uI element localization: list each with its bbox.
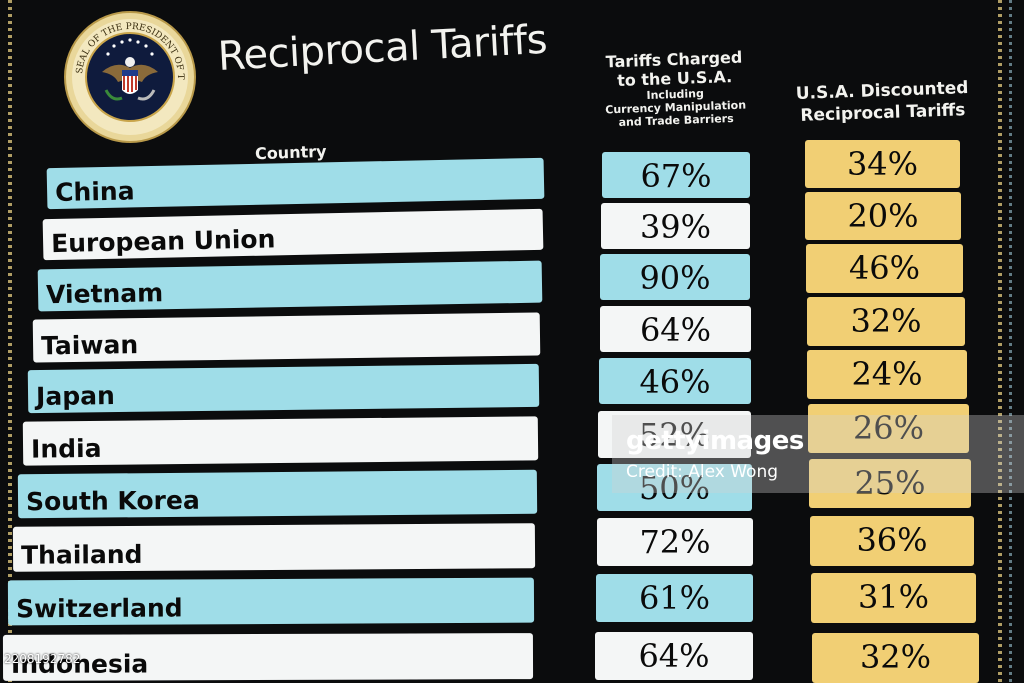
country-name: China xyxy=(54,176,135,208)
charged-tariff-cell: 64% xyxy=(595,632,753,680)
country-row: European Union xyxy=(42,208,544,261)
charged-tariff-cell: 61% xyxy=(596,574,753,622)
reciprocal-tariff-cell: 32% xyxy=(807,297,965,346)
country-name: Vietnam xyxy=(45,278,164,310)
dotted-border-right xyxy=(998,0,1002,683)
country-name: Switzerland xyxy=(15,593,183,624)
charged-column-header: Tariffs Charged to the U.S.A. Including … xyxy=(593,47,758,130)
reciprocal-column-header: U.S.A. Discounted Reciprocal Tariffs xyxy=(784,77,980,128)
dotted-border-left xyxy=(8,0,12,683)
reciprocal-tariff-cell: 32% xyxy=(812,633,979,683)
reciprocal-tariff-cell: 34% xyxy=(805,140,960,188)
dotted-border-right-inner xyxy=(1009,0,1012,683)
country-row: Thailand xyxy=(12,523,536,572)
image-id-label: 2208192782 xyxy=(4,652,81,666)
country-name: Japan xyxy=(35,381,116,412)
reciprocal-tariff-cell: 31% xyxy=(811,573,976,623)
watermark-credit: Credit: Alex Wong xyxy=(626,462,779,482)
reciprocal-tariff-cell: 46% xyxy=(806,244,963,293)
charged-tariff-cell: 64% xyxy=(600,306,751,352)
presidential-seal-icon: SEAL OF THE PRESIDENT OF THE UNITED STAT… xyxy=(62,10,196,143)
country-row: China xyxy=(46,157,545,210)
country-row: Taiwan xyxy=(32,312,541,363)
country-row: Vietnam xyxy=(37,260,543,312)
charged-tariff-cell: 72% xyxy=(597,518,753,566)
country-row: Switzerland xyxy=(7,577,535,626)
country-row: South Korea xyxy=(17,469,538,519)
country-name: Thailand xyxy=(20,539,143,570)
charged-tariff-cell: 90% xyxy=(600,254,750,300)
country-name: India xyxy=(30,433,102,464)
board-title: Reciprocal Tariffs xyxy=(216,16,549,80)
country-row: India xyxy=(22,416,539,466)
country-row: Indonesia xyxy=(2,633,534,681)
reciprocal-tariff-cell: 20% xyxy=(805,192,961,240)
charged-tariff-cell: 46% xyxy=(599,358,751,404)
country-row: Japan xyxy=(27,363,540,414)
country-column-header: Country xyxy=(254,141,327,164)
reciprocal-tariff-cell: 24% xyxy=(807,350,967,399)
reciprocal-tariff-cell: 26% xyxy=(808,404,969,453)
charged-tariff-cell: 67% xyxy=(602,152,750,198)
country-name: South Korea xyxy=(25,485,200,517)
watermark-band xyxy=(612,415,1024,493)
reciprocal-tariff-cell: 36% xyxy=(810,516,974,566)
charged-tariff-cell: 39% xyxy=(601,203,750,249)
country-name: European Union xyxy=(50,224,276,259)
country-name: Taiwan xyxy=(40,330,139,361)
charged-tariff-cell: 52% xyxy=(598,411,751,458)
reciprocal-tariff-cell: 25% xyxy=(809,459,971,508)
watermark-logo: gettyimages xyxy=(626,426,804,456)
charged-tariff-cell: 50% xyxy=(597,464,752,511)
